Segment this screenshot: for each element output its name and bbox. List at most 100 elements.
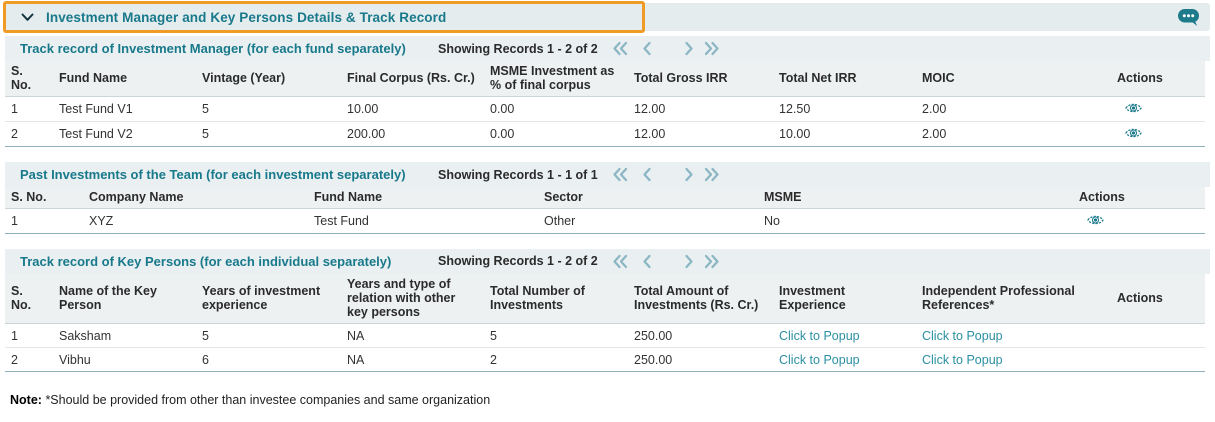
column-header: Total Gross IRR: [628, 61, 773, 97]
click-to-popup-link[interactable]: Click to Popup: [779, 328, 860, 343]
view-icon[interactable]: [1125, 127, 1142, 139]
table-row: 1 XYZ Test Fund Other No: [5, 208, 1205, 234]
table-cell: 250.00: [628, 347, 773, 373]
column-header: Name of the Key Person: [53, 273, 196, 324]
section-header-bar: Track record of Key Persons (for each in…: [5, 248, 1210, 274]
column-header: Actions: [1111, 61, 1205, 97]
column-header: Sector: [538, 187, 758, 209]
table-cell: Other: [538, 208, 758, 234]
table-cell: Click to Popup: [916, 323, 1111, 349]
table-cell: Click to Popup: [773, 323, 916, 349]
column-header: MOIC: [916, 61, 1111, 97]
table-cell: 2.00: [916, 121, 1111, 148]
section-key-persons: Track record of Key Persons (for each in…: [0, 248, 1215, 373]
section-header-bar: Track record of Investment Manager (for …: [5, 36, 1210, 61]
table-row: 1 Saksham 5 NA 5 250.00 Click to Popup Click to…: [5, 323, 1205, 349]
table-cell: 5: [484, 323, 628, 349]
key-persons-track-record-table: S. No. Name of the Key Person Years of inv…: [5, 273, 1205, 373]
table-cell: 200.00: [341, 121, 484, 148]
prev-page-icon[interactable]: [641, 167, 653, 182]
column-header: S. No.: [5, 187, 83, 209]
column-header: Vintage (Year): [196, 61, 341, 97]
accordion-header[interactable]: Investment Manager and Key Persons Detai…: [3, 1, 1210, 33]
column-header: Actions: [1073, 187, 1205, 209]
click-to-popup-link[interactable]: Click to Popup: [779, 353, 860, 367]
prev-page-icon[interactable]: [641, 41, 653, 56]
table-cell: Test Fund: [308, 208, 538, 234]
view-icon[interactable]: [1087, 214, 1104, 226]
table-cell: 5: [196, 121, 341, 148]
section-title: Past Investments of the Team (for each i…: [20, 167, 406, 183]
table-cell: Click to Popup: [916, 347, 1111, 373]
table-cell: Test Fund V1: [53, 96, 196, 122]
table-cell: XYZ: [83, 208, 308, 234]
table-cell: 2: [5, 347, 53, 373]
note-label: Note:: [10, 393, 42, 408]
table-cell: 10.00: [773, 121, 916, 148]
table-cell: Saksham: [53, 323, 196, 349]
first-page-icon[interactable]: [611, 41, 629, 56]
table-row: 2 Vibhu 6 NA 2 250.00 Click to Popup Click to P…: [5, 347, 1205, 373]
table-cell: [1111, 323, 1205, 349]
column-header: Independent Professional References*: [916, 273, 1111, 324]
column-header: S. No.: [5, 273, 53, 324]
chevron-down-icon[interactable]: [21, 13, 34, 22]
column-header: Total Amount of Investments (Rs. Cr.): [628, 273, 773, 324]
table-row: 2 Test Fund V2 5 200.00 0.00 12.00 10.00 2.00: [5, 121, 1205, 148]
table-cell: 250.00: [628, 323, 773, 349]
past-investments-table: S. No. Company Name Fund Name Sector MSME Act…: [5, 187, 1205, 234]
column-header: Total Net IRR: [773, 61, 916, 97]
table-cell: 1: [5, 208, 83, 234]
pagination-label: Showing Records 1 - 1 of 1: [438, 167, 598, 182]
comments-icon[interactable]: [1177, 8, 1200, 27]
table-cell: 12.50: [773, 96, 916, 122]
table-cell: Vibhu: [53, 347, 196, 373]
next-page-icon[interactable]: [683, 167, 695, 182]
next-page-icon[interactable]: [683, 254, 695, 269]
last-page-icon[interactable]: [703, 41, 721, 56]
column-header: MSME: [758, 187, 1073, 209]
column-header: Years of investment experience: [196, 273, 341, 324]
table-cell: 0.00: [484, 96, 628, 122]
table-cell: 0.00: [484, 121, 628, 148]
column-header: Company Name: [83, 187, 308, 209]
note: Note: *Should be provided from other tha…: [10, 393, 1215, 407]
table-cell: 10.00: [341, 96, 484, 122]
column-header: MSME Investment as % of final corpus: [484, 61, 628, 97]
table-cell: [1111, 347, 1205, 373]
note-text: *Should be provided from other than inve…: [45, 393, 491, 408]
column-header: Years and type of relation with other ke…: [341, 273, 484, 324]
click-to-popup-link[interactable]: Click to Popup: [922, 353, 1003, 367]
table-cell: NA: [341, 347, 484, 373]
section-past-investments: Past Investments of the Team (for each i…: [0, 162, 1215, 234]
section-title: Track record of Investment Manager (for …: [20, 41, 406, 56]
column-header: Final Corpus (Rs. Cr.): [341, 61, 484, 97]
section-investment-manager: Track record of Investment Manager (for …: [0, 36, 1215, 148]
actions-cell: [1111, 121, 1205, 148]
view-icon[interactable]: [1125, 102, 1142, 114]
column-header: S. No.: [5, 61, 53, 97]
table-cell: 5: [196, 96, 341, 122]
table-cell: Click to Popup: [773, 347, 916, 373]
section-header-bar: Past Investments of the Team (for each i…: [5, 162, 1210, 188]
investment-manager-track-record-table: S. No. Fund Name Vintage (Year) Final Corpu…: [5, 61, 1205, 148]
accordion-title: Investment Manager and Key Persons Detai…: [46, 9, 447, 25]
table-cell: 5: [196, 323, 341, 349]
table-cell: NA: [341, 323, 484, 349]
first-page-icon[interactable]: [611, 167, 629, 182]
prev-page-icon[interactable]: [641, 254, 653, 269]
column-header: Fund Name: [308, 187, 538, 209]
next-page-icon[interactable]: [683, 41, 695, 56]
table-cell: No: [758, 208, 1073, 234]
section-title: Track record of Key Persons (for each in…: [20, 253, 392, 269]
first-page-icon[interactable]: [611, 254, 629, 269]
column-header: Actions: [1111, 273, 1205, 324]
column-header: Fund Name: [53, 61, 196, 97]
pagination: Showing Records 1 - 2 of 2: [438, 249, 721, 274]
table-row: 1 Test Fund V1 5 10.00 0.00 12.00 12.50 2.00: [5, 96, 1205, 122]
last-page-icon[interactable]: [703, 254, 721, 269]
last-page-icon[interactable]: [703, 167, 721, 182]
pagination: Showing Records 1 - 1 of 1: [438, 162, 721, 187]
click-to-popup-link[interactable]: Click to Popup: [922, 328, 1003, 343]
